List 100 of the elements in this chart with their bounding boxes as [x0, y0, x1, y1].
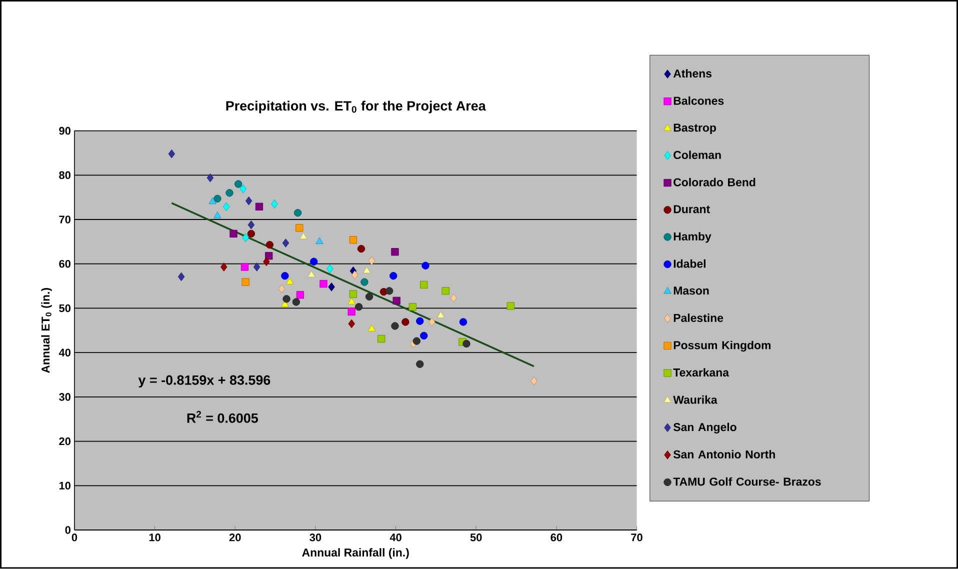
legend-label: Athens [673, 69, 712, 78]
point [230, 230, 238, 238]
legend-label: San Antonio North [673, 450, 775, 459]
point [294, 209, 302, 217]
legend-label: Coleman [674, 150, 721, 160]
legend-label: Mason [674, 286, 709, 295]
x-tick-label: 20 [229, 534, 241, 542]
point [214, 212, 222, 218]
point [286, 278, 294, 284]
point [282, 295, 290, 303]
point [420, 280, 428, 289]
x-tick-label: 30 [310, 534, 322, 542]
point [242, 233, 249, 242]
legend-label: Waurika [673, 396, 718, 404]
point [255, 202, 264, 211]
chart-title: Precipitation vs. ET$_{0}$ for the Project Area [226, 100, 486, 114]
point [442, 287, 450, 295]
point [416, 360, 424, 368]
point [222, 202, 230, 212]
legend-label: Colorado Bend [674, 178, 756, 186]
legend-label: Bastrop [674, 124, 716, 134]
point [316, 237, 324, 244]
point [368, 324, 376, 332]
point [391, 322, 399, 330]
legend-label: Palestine [674, 314, 724, 322]
point [436, 311, 445, 318]
point [281, 272, 289, 280]
point [278, 284, 286, 294]
point [348, 298, 356, 304]
point [408, 303, 416, 311]
point [349, 236, 358, 244]
point [420, 332, 428, 340]
point [349, 290, 358, 298]
x-tick-label: 40 [390, 534, 402, 542]
point [392, 296, 400, 305]
point [365, 292, 374, 301]
y-tick-label: 80 [59, 171, 70, 180]
y-axis-title: Annual ET$_{0}$ (in.) [41, 288, 52, 374]
point [377, 335, 386, 343]
x-tick-label: 50 [470, 534, 482, 542]
point [214, 194, 222, 203]
legend-label: Durant [674, 205, 710, 214]
point [310, 258, 318, 266]
legend-label: Idabel [674, 259, 706, 268]
point [402, 318, 410, 326]
point [296, 291, 304, 299]
point [459, 318, 468, 326]
point [282, 238, 290, 248]
point [266, 241, 274, 249]
point [386, 287, 394, 295]
legend-label: Possum Kingdom [674, 340, 770, 352]
legend-label: Hamby [674, 232, 712, 243]
y-tick-label: 40 [58, 348, 70, 357]
point [271, 200, 278, 209]
point [326, 264, 334, 274]
point [240, 263, 249, 271]
point [422, 262, 430, 270]
y-tick-label: 20 [59, 438, 70, 446]
point [450, 294, 457, 303]
point [242, 278, 250, 286]
point [168, 150, 176, 158]
x-axis-title: Annual Rainfall (in.) [302, 548, 409, 559]
y-tick-label: 70 [59, 216, 70, 224]
legend-label: Texarkana [673, 368, 730, 377]
point [412, 337, 420, 345]
point [178, 272, 185, 282]
y-tick-label: 90 [59, 127, 70, 135]
point [226, 189, 234, 197]
point [208, 197, 217, 204]
y-tick-label: 30 [58, 393, 70, 401]
point [462, 340, 470, 348]
point [292, 298, 300, 306]
point [328, 282, 335, 292]
x-tick-label: 10 [149, 534, 160, 542]
y-tick-label: 10 [59, 482, 70, 490]
point [234, 180, 242, 188]
point [296, 224, 304, 232]
point [390, 272, 398, 280]
legend-label: San Angelo [673, 422, 736, 434]
point [265, 252, 273, 260]
legend-label: TAMU Golf Course- Brazos [673, 477, 821, 486]
point [263, 257, 270, 266]
point [506, 302, 514, 310]
legend-label: Balcones [674, 96, 724, 105]
point [247, 230, 256, 238]
point [416, 317, 424, 326]
y-tick-label: 60 [59, 260, 70, 268]
point [220, 262, 228, 272]
y-tick-label: 50 [59, 304, 70, 312]
point [360, 278, 368, 286]
point [354, 303, 363, 311]
point [308, 270, 316, 278]
point [357, 245, 366, 253]
annotation: y = -0.8159x + 83.596 [138, 375, 270, 388]
point [206, 173, 214, 182]
point [320, 280, 328, 288]
annotation: R$^{2}$ = 0.6005 [187, 411, 258, 423]
x-tick-label: 70 [631, 534, 642, 542]
point [248, 220, 255, 230]
point [300, 232, 308, 240]
